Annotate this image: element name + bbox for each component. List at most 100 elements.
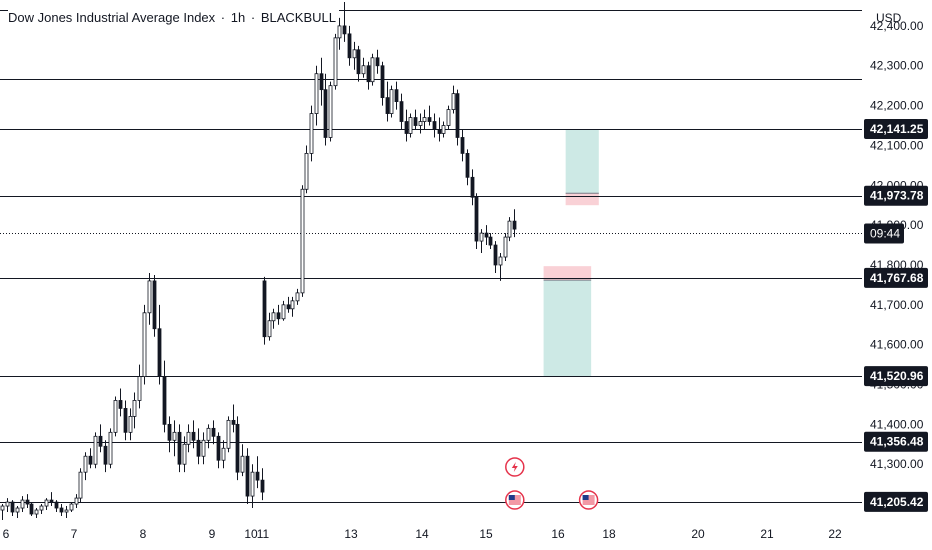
candle: [451, 85, 456, 114]
candle-body: [455, 93, 460, 138]
candle-body: [427, 117, 432, 122]
candle-body: [240, 455, 245, 473]
candle-body: [226, 419, 231, 449]
candle: [255, 456, 260, 489]
candle: [347, 25, 352, 66]
candle: [394, 81, 399, 110]
candle-body: [314, 73, 319, 114]
price-tick-label: 42,300.00: [870, 59, 924, 73]
candle: [250, 464, 255, 509]
current-time-badge-label: 09:44: [870, 227, 900, 241]
bolt-icon: [511, 462, 518, 472]
candle: [356, 45, 361, 82]
candle: [328, 81, 333, 142]
price-level-badge: 41,205.42: [864, 491, 928, 512]
price-level-badge-label: 42,141.25: [870, 122, 924, 136]
candle: [474, 193, 479, 250]
price-level-badge-label: 41,973.78: [870, 189, 924, 203]
candle: [25, 494, 30, 509]
candle-body: [309, 113, 314, 154]
candle-body: [446, 109, 451, 126]
candle-body: [399, 101, 404, 122]
candle: [404, 109, 409, 142]
candle-body: [352, 49, 357, 59]
candle-body: [394, 89, 399, 103]
candle: [333, 33, 338, 90]
candle-body: [5, 501, 10, 507]
candle: [98, 424, 103, 453]
time-tick-label: 18: [602, 527, 616, 541]
candle-body: [69, 503, 74, 511]
candle-body: [191, 431, 196, 441]
candle: [235, 416, 240, 481]
candle-body: [333, 37, 338, 87]
price-level-badge-bg: [864, 119, 928, 140]
candle-body: [432, 121, 437, 130]
candle-body: [98, 435, 103, 447]
candle-body: [370, 57, 375, 83]
candle: [260, 468, 265, 501]
candle: [152, 274, 157, 337]
candle: [276, 304, 281, 325]
price-level-badge: 41,356.48: [864, 431, 928, 452]
candle: [78, 468, 83, 503]
candle-body: [260, 479, 265, 493]
candle: [470, 169, 475, 206]
candle: [103, 440, 108, 473]
price-level-badge-label: 41,205.42: [870, 495, 924, 509]
candle: [455, 89, 460, 146]
price-tick-label: 42,400.00: [870, 19, 924, 33]
candle: [479, 229, 484, 254]
current-time-badge: 09:44: [864, 223, 904, 244]
candle: [427, 105, 432, 126]
candle: [290, 296, 295, 317]
time-tick-label: 6: [3, 527, 10, 541]
candle-body: [25, 499, 30, 505]
candle: [323, 73, 328, 146]
candle-body: [460, 137, 465, 154]
candle-body: [15, 507, 20, 513]
candle-body: [206, 427, 211, 441]
candle: [281, 300, 286, 321]
candle: [123, 400, 128, 441]
candle-body: [493, 244, 498, 266]
currency-label[interactable]: USD: [876, 11, 902, 25]
candle-body: [488, 236, 493, 246]
candle: [15, 506, 20, 518]
profit-zone: [565, 129, 599, 194]
candle: [64, 506, 69, 518]
price-level-badge-label: 41,520.96: [870, 369, 924, 383]
symbol-name: Dow Jones Industrial Average Index: [8, 10, 216, 25]
price-tick-label: 42,200.00: [870, 99, 924, 113]
candle-body: [437, 129, 442, 134]
candle: [337, 17, 342, 50]
chart-title: Dow Jones Industrial Average Index · 1h …: [8, 10, 339, 25]
candle: [5, 498, 10, 513]
time-tick-label: 20: [691, 527, 705, 541]
candle-body: [361, 65, 366, 75]
title-separator: ·: [250, 10, 256, 25]
candle: [108, 428, 113, 469]
price-level-badge-bg: [864, 267, 928, 288]
candle-body: [255, 471, 260, 481]
candle: [370, 53, 375, 86]
candle: [408, 113, 413, 138]
candle: [314, 65, 319, 126]
price-level-badge: 41,520.96: [864, 366, 928, 387]
candle-body: [304, 153, 309, 190]
candle: [295, 288, 300, 305]
candle-body: [408, 117, 413, 134]
candle: [432, 113, 437, 138]
candle-body: [356, 49, 361, 75]
candle-body: [162, 376, 167, 425]
candle-body: [375, 57, 380, 67]
candle: [319, 57, 324, 106]
time-tick-label: 11: [257, 527, 270, 541]
candle: [83, 452, 88, 481]
candle-body: [54, 501, 59, 509]
candle: [69, 502, 74, 513]
candle-body: [29, 503, 34, 515]
candle-body: [10, 501, 15, 513]
